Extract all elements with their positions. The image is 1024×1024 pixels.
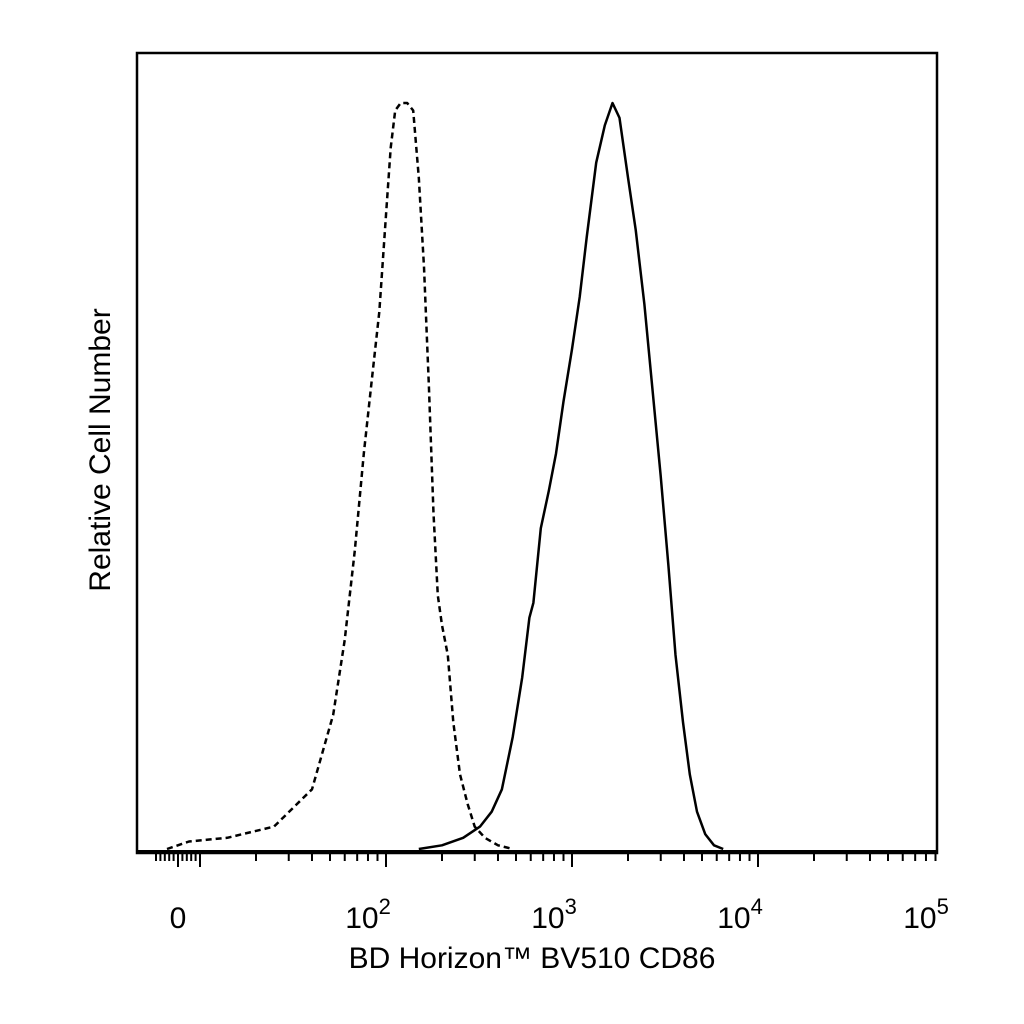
x-axis-ticks: [137, 850, 937, 867]
x-tick-label: 104: [717, 894, 763, 935]
x-axis-title: BD Horizon™ BV510 CD86: [349, 942, 716, 975]
x-axis-tick-labels: 0 102 103 104 105: [170, 894, 949, 935]
y-axis-title: Relative Cell Number: [84, 308, 117, 591]
plot-frame: [135, 51, 939, 855]
x-tick-label: 102: [345, 894, 391, 935]
x-tick-label: 105: [903, 894, 949, 935]
series-solid-line: [418, 101, 724, 851]
series-dashed-line: [166, 101, 514, 851]
x-tick-label: 103: [531, 894, 577, 935]
series-layer: [166, 101, 724, 851]
x-tick-label: 0: [170, 902, 187, 935]
